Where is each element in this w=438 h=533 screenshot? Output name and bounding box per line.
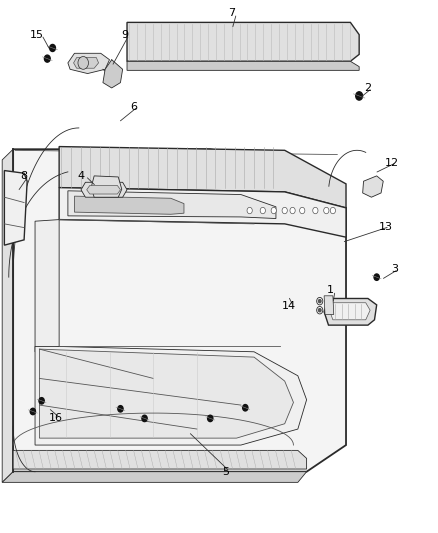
Text: 16: 16: [49, 414, 63, 423]
Circle shape: [44, 55, 50, 62]
Polygon shape: [39, 349, 293, 438]
Circle shape: [356, 92, 363, 100]
Polygon shape: [59, 188, 346, 237]
Text: 2: 2: [364, 83, 371, 93]
Circle shape: [318, 309, 321, 312]
Polygon shape: [13, 450, 307, 469]
Polygon shape: [13, 149, 346, 472]
Text: 14: 14: [282, 302, 296, 311]
Polygon shape: [87, 185, 120, 194]
Text: 4: 4: [78, 171, 85, 181]
Polygon shape: [68, 53, 110, 74]
Circle shape: [317, 297, 323, 305]
Polygon shape: [363, 176, 383, 197]
Polygon shape: [74, 58, 99, 68]
Text: 3: 3: [391, 264, 398, 274]
Text: 8: 8: [21, 171, 28, 181]
Text: 15: 15: [30, 30, 44, 39]
Polygon shape: [324, 296, 334, 314]
Circle shape: [78, 56, 88, 69]
Circle shape: [271, 207, 276, 214]
Polygon shape: [127, 61, 359, 70]
Circle shape: [243, 405, 248, 411]
Polygon shape: [35, 220, 59, 352]
Text: 7: 7: [229, 9, 236, 18]
Circle shape: [290, 207, 295, 214]
Circle shape: [208, 415, 213, 422]
Text: 12: 12: [385, 158, 399, 167]
Polygon shape: [68, 191, 276, 219]
Circle shape: [260, 207, 265, 214]
Circle shape: [282, 207, 287, 214]
Circle shape: [247, 207, 252, 214]
Polygon shape: [329, 303, 370, 320]
Polygon shape: [103, 60, 123, 88]
Polygon shape: [81, 182, 127, 197]
Circle shape: [142, 415, 147, 422]
Polygon shape: [59, 147, 346, 208]
Polygon shape: [127, 22, 359, 61]
Circle shape: [318, 300, 321, 303]
Polygon shape: [2, 149, 13, 482]
Polygon shape: [35, 346, 307, 445]
Polygon shape: [91, 176, 122, 197]
Polygon shape: [2, 472, 307, 482]
Circle shape: [317, 306, 323, 314]
Circle shape: [374, 274, 379, 280]
Text: 5: 5: [222, 467, 229, 477]
Circle shape: [118, 406, 123, 412]
Circle shape: [300, 207, 305, 214]
Circle shape: [324, 207, 329, 214]
Circle shape: [313, 207, 318, 214]
Circle shape: [49, 44, 56, 52]
Polygon shape: [4, 171, 27, 245]
Text: 6: 6: [130, 102, 137, 111]
Circle shape: [330, 207, 336, 214]
Circle shape: [30, 408, 35, 415]
Text: 1: 1: [327, 286, 334, 295]
Circle shape: [39, 398, 44, 404]
Text: 9: 9: [121, 30, 128, 39]
Polygon shape: [324, 298, 377, 325]
Polygon shape: [74, 196, 184, 214]
Text: 13: 13: [378, 222, 392, 231]
